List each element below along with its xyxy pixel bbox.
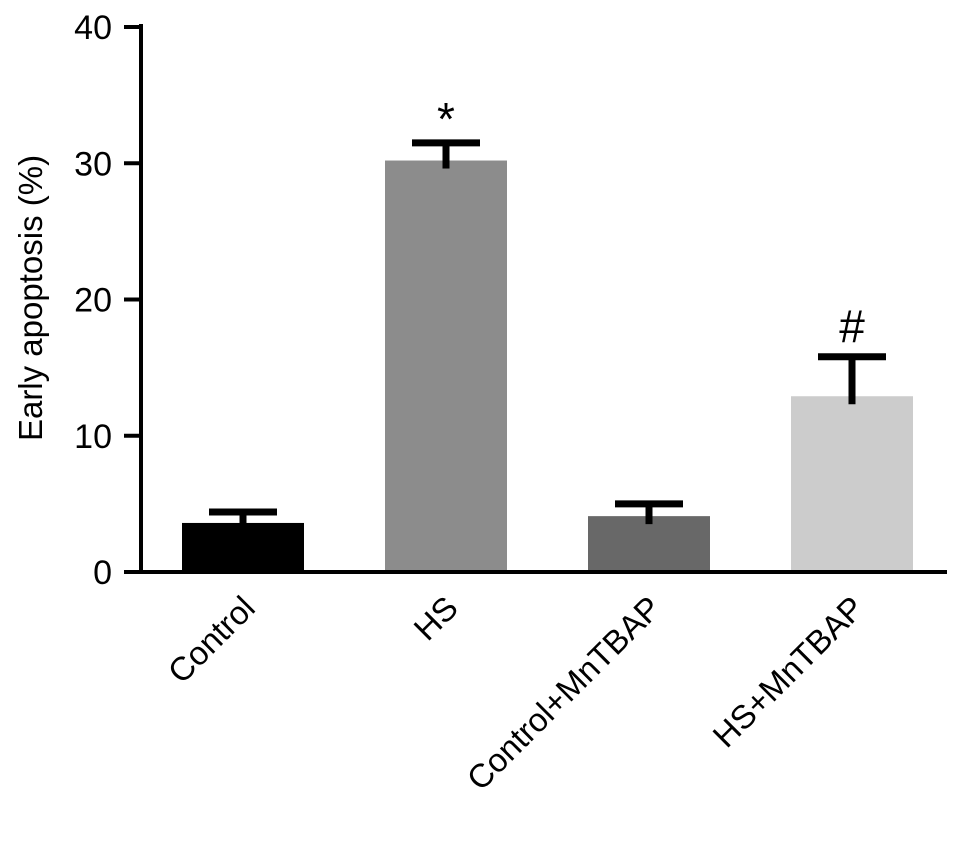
y-tick-label: 10 [74,418,112,456]
category-label: Control+MnTBAP [460,589,668,797]
y-tick-label: 40 [74,9,112,47]
significance-annotations: *# [437,93,865,353]
bar-control [182,522,304,572]
significance-hash: # [839,301,865,353]
bars-layer [182,160,913,572]
bar-control-mntbap [588,516,710,572]
y-tick-label: 20 [74,282,112,320]
category-label: HS+MnTBAP [705,589,871,755]
y-ticks: 0 10 20 30 40 [74,9,141,592]
bar-hs [385,160,507,572]
y-tick-label: 30 [74,145,112,183]
category-label: Control [161,589,262,690]
error-bars-layer [209,139,886,531]
y-tick-label: 0 [93,554,112,592]
bar-hs-mntbap [791,396,913,572]
y-axis-title: Early apoptosis (%) [12,155,49,441]
category-label: HS [406,589,465,648]
significance-asterisk: * [437,93,455,145]
